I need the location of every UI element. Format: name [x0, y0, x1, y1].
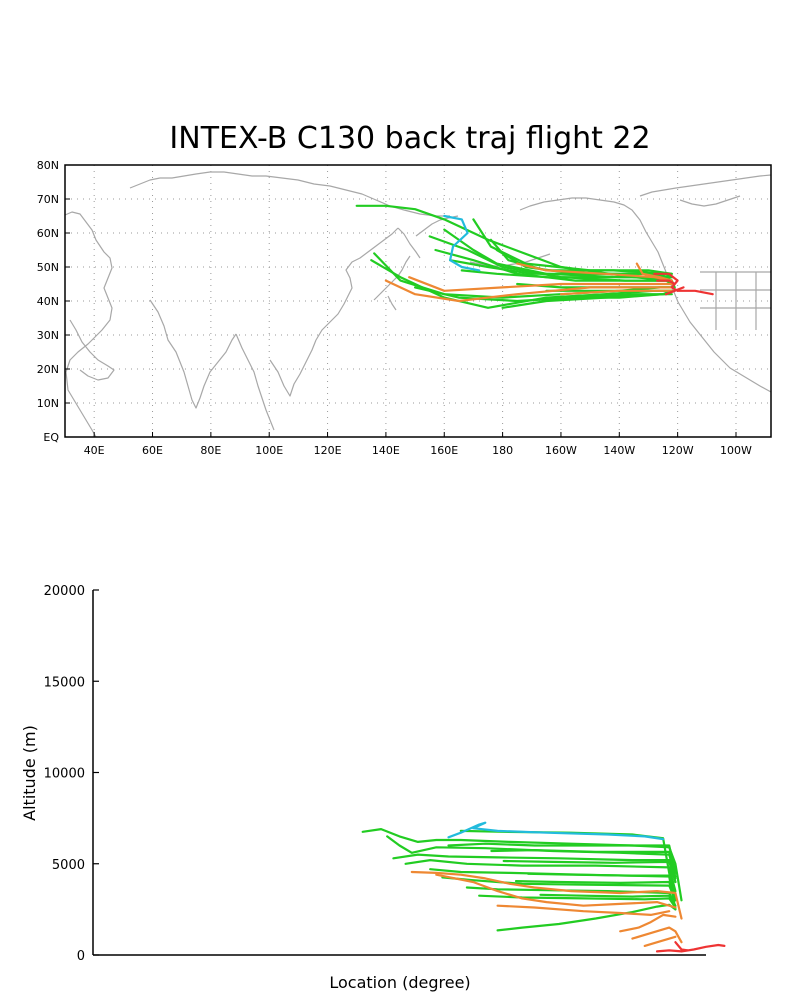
map-lat-tick-label: EQ	[43, 431, 59, 444]
map-lon-tick-label: 40E	[84, 444, 105, 457]
altitude-x-label: Location (degree)	[329, 973, 470, 992]
altitude-trajectory-orange	[435, 873, 677, 909]
map-trajectory-green	[472, 218, 673, 275]
map-ticks: 80N 70N 60N 50N 40N 30N 20N 10N EQ 40E 60E 80E 100E 1…	[37, 159, 752, 457]
altitude-y-label: Altitude (m)	[20, 725, 39, 821]
map-trajectory-green	[355, 204, 676, 289]
altitude-trajectory-red	[674, 941, 689, 952]
map-lon-tick-label: 160W	[545, 444, 577, 457]
map-lat-tick-label: 40N	[37, 295, 59, 308]
coast-arabia	[69, 319, 115, 381]
map-trajectory-cyan	[443, 214, 481, 272]
coast-europe-africa	[64, 211, 113, 438]
map-lat-tick-label: 60N	[37, 227, 59, 240]
map-trajectory-orange	[384, 279, 673, 303]
map-title: INTEX-B C130 back traj flight 22	[169, 121, 650, 156]
map-lat-tick-label: 20N	[37, 363, 59, 376]
map-trajectory-orange	[408, 276, 673, 292]
map-lon-tick-label: 100W	[720, 444, 752, 457]
altitude-y-tick-label: 15000	[44, 675, 85, 690]
map-lon-tick-label: 80E	[200, 444, 221, 457]
altitude-trajectory-green	[496, 903, 677, 932]
map-trajectories	[355, 204, 714, 309]
coast-canada-arctic	[639, 174, 772, 207]
map-panel: 80N 70N 60N 50N 40N 30N 20N 10N EQ 40E 60E 80E 100E 1…	[37, 159, 772, 457]
coastlines	[64, 171, 772, 438]
map-lon-tick-label: 100E	[255, 444, 283, 457]
map-gridlines	[65, 165, 771, 437]
map-lon-tick-label: 120E	[314, 444, 342, 457]
coast-us-west	[665, 271, 772, 393]
map-lat-tick-label: 10N	[37, 397, 59, 410]
altitude-y-tick-label: 5000	[52, 858, 85, 873]
map-lon-tick-label: 140E	[372, 444, 400, 457]
altitude-trajectory-green	[490, 849, 677, 880]
map-lat-tick-label: 80N	[37, 159, 59, 172]
altitude-trajectory-green	[539, 893, 677, 909]
coast-se-asia	[235, 333, 317, 431]
altitude-trajectory-orange	[631, 926, 683, 944]
map-lat-tick-label: 30N	[37, 329, 59, 342]
map-lon-tick-label: 160E	[430, 444, 458, 457]
map-lon-tick-label: 120W	[662, 444, 694, 457]
altitude-trajectory-green	[514, 880, 677, 900]
map-lon-tick-label: 60E	[142, 444, 163, 457]
map-lon-tick-label: 180	[492, 444, 513, 457]
altitude-trajectory-green	[502, 859, 677, 884]
altitude-ticks: 20000 15000 10000 5000 0	[44, 584, 99, 964]
altitude-trajectory-red	[655, 943, 726, 953]
altitude-trajectory-cyan	[447, 821, 665, 841]
altitude-trajectory-green	[527, 872, 677, 896]
map-trajectory-red	[656, 279, 676, 286]
altitude-y-tick-label: 10000	[44, 767, 85, 782]
altitude-trajectory-orange	[643, 935, 677, 947]
map-lat-tick-label: 50N	[37, 261, 59, 274]
altitude-trajectory-orange	[410, 870, 683, 920]
coast-japan	[373, 255, 411, 311]
altitude-trajectory-green	[392, 853, 677, 884]
us-state-borders	[700, 271, 771, 330]
map-trajectory-red	[653, 272, 714, 296]
altitude-trajectories	[361, 821, 726, 953]
coast-china	[315, 227, 399, 341]
altitude-trajectory-orange	[496, 904, 671, 916]
map-trajectory-red	[664, 286, 685, 296]
map-lon-tick-label: 140W	[603, 444, 635, 457]
map-trajectory-orange	[635, 262, 673, 282]
altitude-trajectory-green	[441, 876, 677, 902]
altitude-y-tick-label: 0	[77, 949, 85, 964]
altitude-y-tick-label: 20000	[44, 584, 85, 599]
coast-alaska	[519, 197, 667, 273]
coast-india	[149, 299, 237, 409]
map-trajectory-orange	[559, 289, 673, 296]
altitude-trajectory-green	[447, 842, 677, 874]
altitude-panel: 20000 15000 10000 5000 0 Altitude (m) Locati…	[20, 584, 726, 992]
altitude-trajectory-orange	[619, 913, 677, 933]
altitude-trajectory-green	[386, 835, 677, 878]
map-lat-tick-label: 70N	[37, 193, 59, 206]
